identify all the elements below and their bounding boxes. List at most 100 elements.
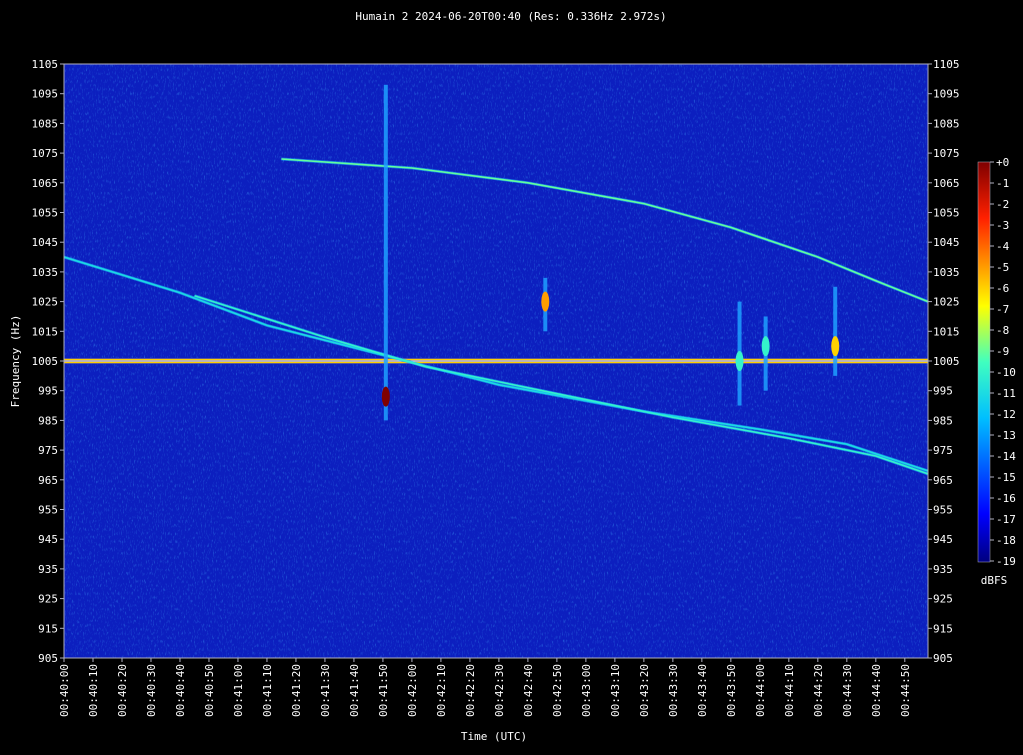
y-tick-label-left: 1015 bbox=[32, 325, 59, 338]
y-tick-label-right: 945 bbox=[933, 533, 953, 546]
y-tick-label-right: 935 bbox=[933, 563, 953, 576]
x-tick-label: 00:42:50 bbox=[551, 664, 564, 717]
y-tick-label-left: 995 bbox=[38, 385, 58, 398]
colorbar-tick-label: +0 bbox=[996, 156, 1009, 169]
x-tick-label: 00:42:30 bbox=[493, 664, 506, 717]
colorbar-tick-label: -2 bbox=[996, 198, 1009, 211]
x-tick-label: 00:40:30 bbox=[145, 664, 158, 717]
y-tick-label-left: 1005 bbox=[32, 355, 59, 368]
y-tick-label-right: 1075 bbox=[933, 147, 960, 160]
y-tick-label-right: 1035 bbox=[933, 266, 960, 279]
burst-column bbox=[833, 286, 838, 376]
colorbar-label: dBFS bbox=[981, 574, 1008, 587]
y-tick-label-left: 985 bbox=[38, 414, 58, 427]
x-tick-label: 00:40:00 bbox=[58, 664, 71, 717]
colorbar-tick-label: -7 bbox=[996, 303, 1009, 316]
x-tick-label: 00:44:10 bbox=[783, 664, 796, 717]
y-axis-left: 905 915 925 935 945 955 965 975 985 995 1005 1015 10… bbox=[32, 58, 64, 665]
x-tick-label: 00:43:30 bbox=[667, 664, 680, 717]
y-tick-label-left: 935 bbox=[38, 563, 58, 576]
colorbar-tick-label: -6 bbox=[996, 282, 1009, 295]
x-tick-label: 00:42:40 bbox=[522, 664, 535, 717]
y-tick-label-left: 965 bbox=[38, 474, 58, 487]
x-tick-label: 00:41:10 bbox=[261, 664, 274, 717]
colorbar-tick-label: -14 bbox=[996, 450, 1016, 463]
trace-meteor-upper bbox=[64, 256, 928, 472]
colorbar-tick-label: -9 bbox=[996, 345, 1009, 358]
burst-peak bbox=[761, 336, 770, 357]
colorbar-gradient bbox=[977, 161, 991, 563]
x-tick-label: 00:41:40 bbox=[348, 664, 361, 717]
chart-title: Humain 2 2024-06-20T00:40 (Res: 0.336Hz … bbox=[355, 10, 666, 23]
y-tick-label-left: 1025 bbox=[32, 296, 59, 309]
burst-column bbox=[383, 84, 388, 421]
y-tick-label-left: 955 bbox=[38, 504, 58, 517]
y-tick-label-left: 1105 bbox=[32, 58, 59, 71]
colorbar-tick-label: -3 bbox=[996, 219, 1009, 232]
colorbar-tick-label: -15 bbox=[996, 471, 1016, 484]
x-tick-label: 00:44:30 bbox=[841, 664, 854, 717]
y-axis-label: Frequency (Hz) bbox=[9, 315, 22, 408]
x-axis: 00:40:00 00:40:10 00:40:20 00:40:30 00:40:40… bbox=[58, 658, 912, 717]
y-tick-label-right: 1045 bbox=[933, 236, 960, 249]
y-tick-label-left: 915 bbox=[38, 622, 58, 635]
x-tick-label: 00:43:20 bbox=[638, 664, 651, 717]
x-tick-label: 00:44:00 bbox=[754, 664, 767, 717]
y-tick-label-right: 1085 bbox=[933, 117, 960, 130]
burst-peak bbox=[381, 386, 390, 407]
colorbar: +0 -1 -2 -3 -4 -5 -6 -7 -8 -9 -10 -11 -12 -13 -14 -15 -1… bbox=[977, 156, 1016, 587]
colorbar-tick-label: -1 bbox=[996, 177, 1009, 190]
plot-area bbox=[64, 64, 928, 658]
trace-meteor-lower bbox=[194, 294, 928, 475]
x-tick-label: 00:42:10 bbox=[435, 664, 448, 717]
x-tick-label: 00:43:40 bbox=[696, 664, 709, 717]
colorbar-tick-label: -5 bbox=[996, 261, 1009, 274]
y-tick-label-right: 915 bbox=[933, 622, 953, 635]
y-tick-label-right: 1025 bbox=[933, 296, 960, 309]
y-tick-label-left: 1035 bbox=[32, 266, 59, 279]
y-tick-label-right: 955 bbox=[933, 504, 953, 517]
trace-arc bbox=[281, 158, 928, 303]
colorbar-tick-label: -13 bbox=[996, 429, 1016, 442]
burst-peak bbox=[541, 291, 550, 312]
colorbar-tick-label: -18 bbox=[996, 534, 1016, 547]
y-tick-label-right: 1055 bbox=[933, 207, 960, 220]
x-tick-label: 00:40:10 bbox=[87, 664, 100, 717]
x-tick-label: 00:41:20 bbox=[290, 664, 303, 717]
y-tick-label-left: 1085 bbox=[32, 117, 59, 130]
colorbar-tick-label: -12 bbox=[996, 408, 1016, 421]
y-tick-label-right: 965 bbox=[933, 474, 953, 487]
x-tick-label: 00:42:20 bbox=[464, 664, 477, 717]
x-tick-label: 00:43:00 bbox=[580, 664, 593, 717]
y-tick-label-left: 1075 bbox=[32, 147, 59, 160]
y-tick-label-right: 1005 bbox=[933, 355, 960, 368]
x-tick-label: 00:44:20 bbox=[812, 664, 825, 717]
y-tick-label-left: 945 bbox=[38, 533, 58, 546]
x-tick-label: 00:40:50 bbox=[203, 664, 216, 717]
colorbar-tick-label: -10 bbox=[996, 366, 1016, 379]
colorbar-tick-label: -11 bbox=[996, 387, 1016, 400]
colorbar-tick-label: -17 bbox=[996, 513, 1016, 526]
y-tick-label-right: 985 bbox=[933, 414, 953, 427]
y-tick-label-right: 905 bbox=[933, 652, 953, 665]
y-tick-label-left: 905 bbox=[38, 652, 58, 665]
y-tick-label-right: 1105 bbox=[933, 58, 960, 71]
y-tick-label-right: 975 bbox=[933, 444, 953, 457]
burst-peak bbox=[735, 351, 744, 371]
x-axis-label: Time (UTC) bbox=[461, 730, 527, 743]
y-tick-label-left: 1095 bbox=[32, 88, 59, 101]
x-tick-label: 00:41:00 bbox=[232, 664, 245, 717]
y-tick-label-right: 1015 bbox=[933, 325, 960, 338]
y-tick-label-right: 925 bbox=[933, 593, 953, 606]
burst-peak bbox=[831, 336, 840, 357]
y-tick-label-left: 1065 bbox=[32, 177, 59, 190]
colorbar-tick-label: -16 bbox=[996, 492, 1016, 505]
x-tick-label: 00:41:50 bbox=[377, 664, 390, 717]
colorbar-tick-label: -4 bbox=[996, 240, 1010, 253]
x-tick-label: 00:44:40 bbox=[870, 664, 883, 717]
x-tick-label: 00:44:50 bbox=[899, 664, 912, 717]
colorbar-ticks: +0 -1 -2 -3 -4 -5 -6 -7 -8 -9 -10 -11 -12 -13 -14 -15 -1… bbox=[990, 156, 1016, 568]
colorbar-tick-label: -8 bbox=[996, 324, 1009, 337]
y-tick-label-right: 995 bbox=[933, 385, 953, 398]
